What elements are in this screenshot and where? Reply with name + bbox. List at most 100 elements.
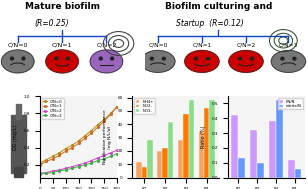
Ellipse shape (194, 57, 197, 60)
Bar (142, 167, 147, 178)
Ellipse shape (271, 50, 306, 72)
Bar (269, 121, 276, 178)
C/N=2 (51, 170, 55, 172)
C/N=3 (58, 170, 61, 172)
C/N=0 (102, 118, 106, 121)
C/N=2 (96, 157, 100, 159)
Bar (231, 115, 238, 178)
Text: (R=0.25): (R=0.25) (34, 19, 69, 28)
Text: C/N=1: C/N=1 (192, 43, 212, 47)
Ellipse shape (55, 57, 58, 60)
C/N=2 (58, 169, 61, 171)
Bar (257, 163, 264, 178)
Bar (183, 114, 188, 178)
C/N=2 (90, 159, 93, 162)
Bar (136, 162, 142, 178)
C/N=1 (90, 132, 93, 134)
C/N=1 (38, 164, 42, 166)
Ellipse shape (281, 57, 284, 60)
C/N=3 (70, 167, 74, 169)
Ellipse shape (22, 57, 25, 60)
Bar (209, 100, 215, 178)
C/N=2 (70, 165, 74, 168)
C/N=2 (64, 167, 67, 169)
C/N=0 (90, 129, 93, 132)
Bar (11, 115, 26, 173)
Bar (288, 160, 295, 178)
C/N=0 (51, 155, 55, 157)
Text: Startup  (R=0.12): Startup (R=0.12) (176, 19, 244, 28)
C/N=0 (77, 140, 80, 142)
Bar (188, 100, 194, 178)
C/N=0 (83, 135, 87, 137)
C/N=2 (115, 149, 119, 151)
Ellipse shape (162, 57, 165, 60)
Bar (14, 167, 23, 177)
C/N=1 (77, 142, 80, 145)
C/N=3 (45, 172, 48, 174)
C/N=1 (115, 105, 119, 108)
C/N=0 (70, 144, 74, 146)
Ellipse shape (90, 50, 123, 73)
C/N=3 (90, 162, 93, 164)
Line: C/N=0: C/N=0 (39, 106, 118, 164)
C/N=2 (77, 164, 80, 166)
Bar (147, 140, 152, 178)
C/N=1 (45, 160, 48, 163)
C/N=3 (102, 158, 106, 160)
C/N=3 (115, 153, 119, 155)
Bar (238, 158, 245, 178)
C/N=1 (109, 113, 112, 115)
C/N=3 (64, 169, 67, 171)
Bar (250, 130, 257, 178)
C/N=3 (109, 155, 112, 157)
Ellipse shape (206, 57, 209, 60)
Text: C/N=0: C/N=0 (148, 43, 168, 47)
Bar (204, 108, 209, 178)
C/N=1 (58, 154, 61, 156)
Ellipse shape (111, 57, 114, 60)
C/N=3 (51, 171, 55, 174)
Legend: C/N=0, C/N=1, C/N=2, C/N=3: C/N=0, C/N=1, C/N=2, C/N=3 (42, 98, 64, 119)
C/N=0 (38, 162, 42, 164)
Ellipse shape (229, 50, 263, 72)
Text: Biofilm culturing and: Biofilm culturing and (164, 2, 272, 11)
Ellipse shape (250, 57, 253, 60)
Ellipse shape (141, 50, 175, 72)
Ellipse shape (2, 50, 34, 73)
Text: C/N=3: C/N=3 (279, 43, 298, 47)
Bar (295, 169, 302, 178)
C/N=1 (51, 158, 55, 160)
Ellipse shape (10, 57, 14, 60)
C/N=0 (45, 159, 48, 161)
Bar (178, 140, 183, 178)
Bar (276, 100, 282, 178)
Line: C/N=1: C/N=1 (39, 106, 118, 166)
Bar (199, 131, 204, 178)
Text: C/N=2: C/N=2 (96, 43, 117, 47)
C/N=1 (96, 126, 100, 128)
Text: C/N=1: C/N=1 (52, 43, 72, 47)
Ellipse shape (46, 50, 78, 73)
C/N=1 (64, 150, 67, 152)
Text: Mature biofilm: Mature biofilm (25, 2, 99, 11)
Bar (16, 104, 21, 119)
Y-axis label: Nitrification performance
(mg N/L/d): Nitrification performance (mg N/L/d) (103, 110, 112, 164)
Legend: NH4+, NO2-, NO3-: NH4+, NO2-, NO3- (134, 98, 155, 114)
C/N=2 (102, 154, 106, 156)
Ellipse shape (238, 57, 241, 60)
C/N=1 (83, 137, 87, 139)
C/N=2 (45, 171, 48, 174)
C/N=2 (83, 162, 87, 164)
C/N=0 (58, 152, 61, 154)
Y-axis label: Ratio (%): Ratio (%) (201, 126, 206, 148)
Line: C/N=2: C/N=2 (39, 149, 118, 174)
Bar (168, 122, 173, 178)
C/N=0 (96, 123, 100, 126)
Text: C/N=2: C/N=2 (236, 43, 256, 47)
Ellipse shape (150, 57, 153, 60)
Legend: PN/N, nitrite/N: PN/N, nitrite/N (278, 98, 303, 109)
C/N=2 (38, 172, 42, 174)
C/N=1 (102, 120, 106, 122)
C/N=3 (83, 164, 87, 166)
